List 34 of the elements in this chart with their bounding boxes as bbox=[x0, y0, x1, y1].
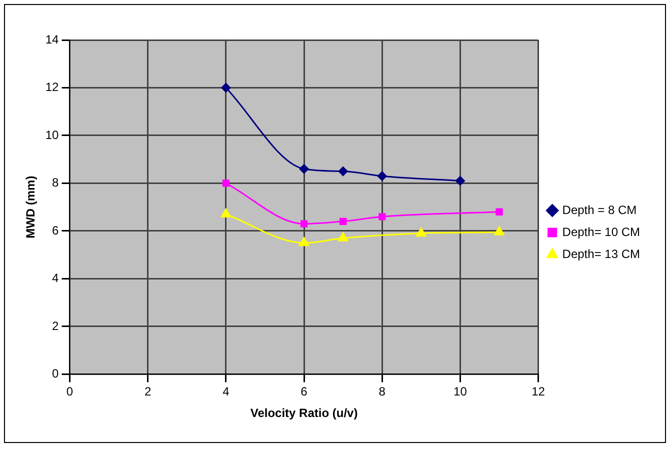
legend-label: Depth = 8 CM bbox=[562, 202, 637, 217]
x-tick-label: 2 bbox=[144, 384, 152, 399]
point bbox=[338, 166, 348, 176]
y-tick-label: 6 bbox=[52, 223, 60, 238]
point bbox=[299, 164, 309, 174]
x-tick-label: 4 bbox=[222, 384, 230, 399]
y-tick-label: 4 bbox=[52, 271, 60, 286]
y-tick-label: 8 bbox=[52, 176, 60, 190]
y-tick-label: 10 bbox=[45, 128, 60, 142]
y-tick-label: 0 bbox=[52, 366, 60, 381]
x-tick-label: 6 bbox=[300, 384, 308, 399]
point bbox=[494, 226, 504, 236]
legend-label: Depth= 13 CM bbox=[562, 246, 640, 261]
point bbox=[338, 232, 348, 242]
x-tick-label: 12 bbox=[532, 384, 546, 399]
point bbox=[339, 218, 347, 225]
point bbox=[300, 220, 308, 228]
y-tick-label: 2 bbox=[52, 318, 60, 333]
x-tick-label: 10 bbox=[454, 384, 468, 399]
x-tick-label: 8 bbox=[378, 384, 386, 399]
y-tick-label: 12 bbox=[45, 80, 60, 94]
x-tick-label: 0 bbox=[66, 384, 74, 399]
point bbox=[377, 171, 387, 181]
point bbox=[496, 208, 503, 216]
y-axis-title: MWD (mm) bbox=[24, 176, 38, 238]
point bbox=[222, 180, 230, 187]
y-tick-label: 14 bbox=[45, 32, 60, 46]
point bbox=[455, 176, 465, 186]
point bbox=[378, 213, 386, 220]
point bbox=[416, 228, 426, 237]
point bbox=[220, 208, 232, 218]
legend-label: Depth= 10 CM bbox=[562, 224, 640, 239]
point bbox=[298, 237, 310, 246]
x-axis-title: Velocity Ratio (u/v) bbox=[250, 406, 358, 420]
